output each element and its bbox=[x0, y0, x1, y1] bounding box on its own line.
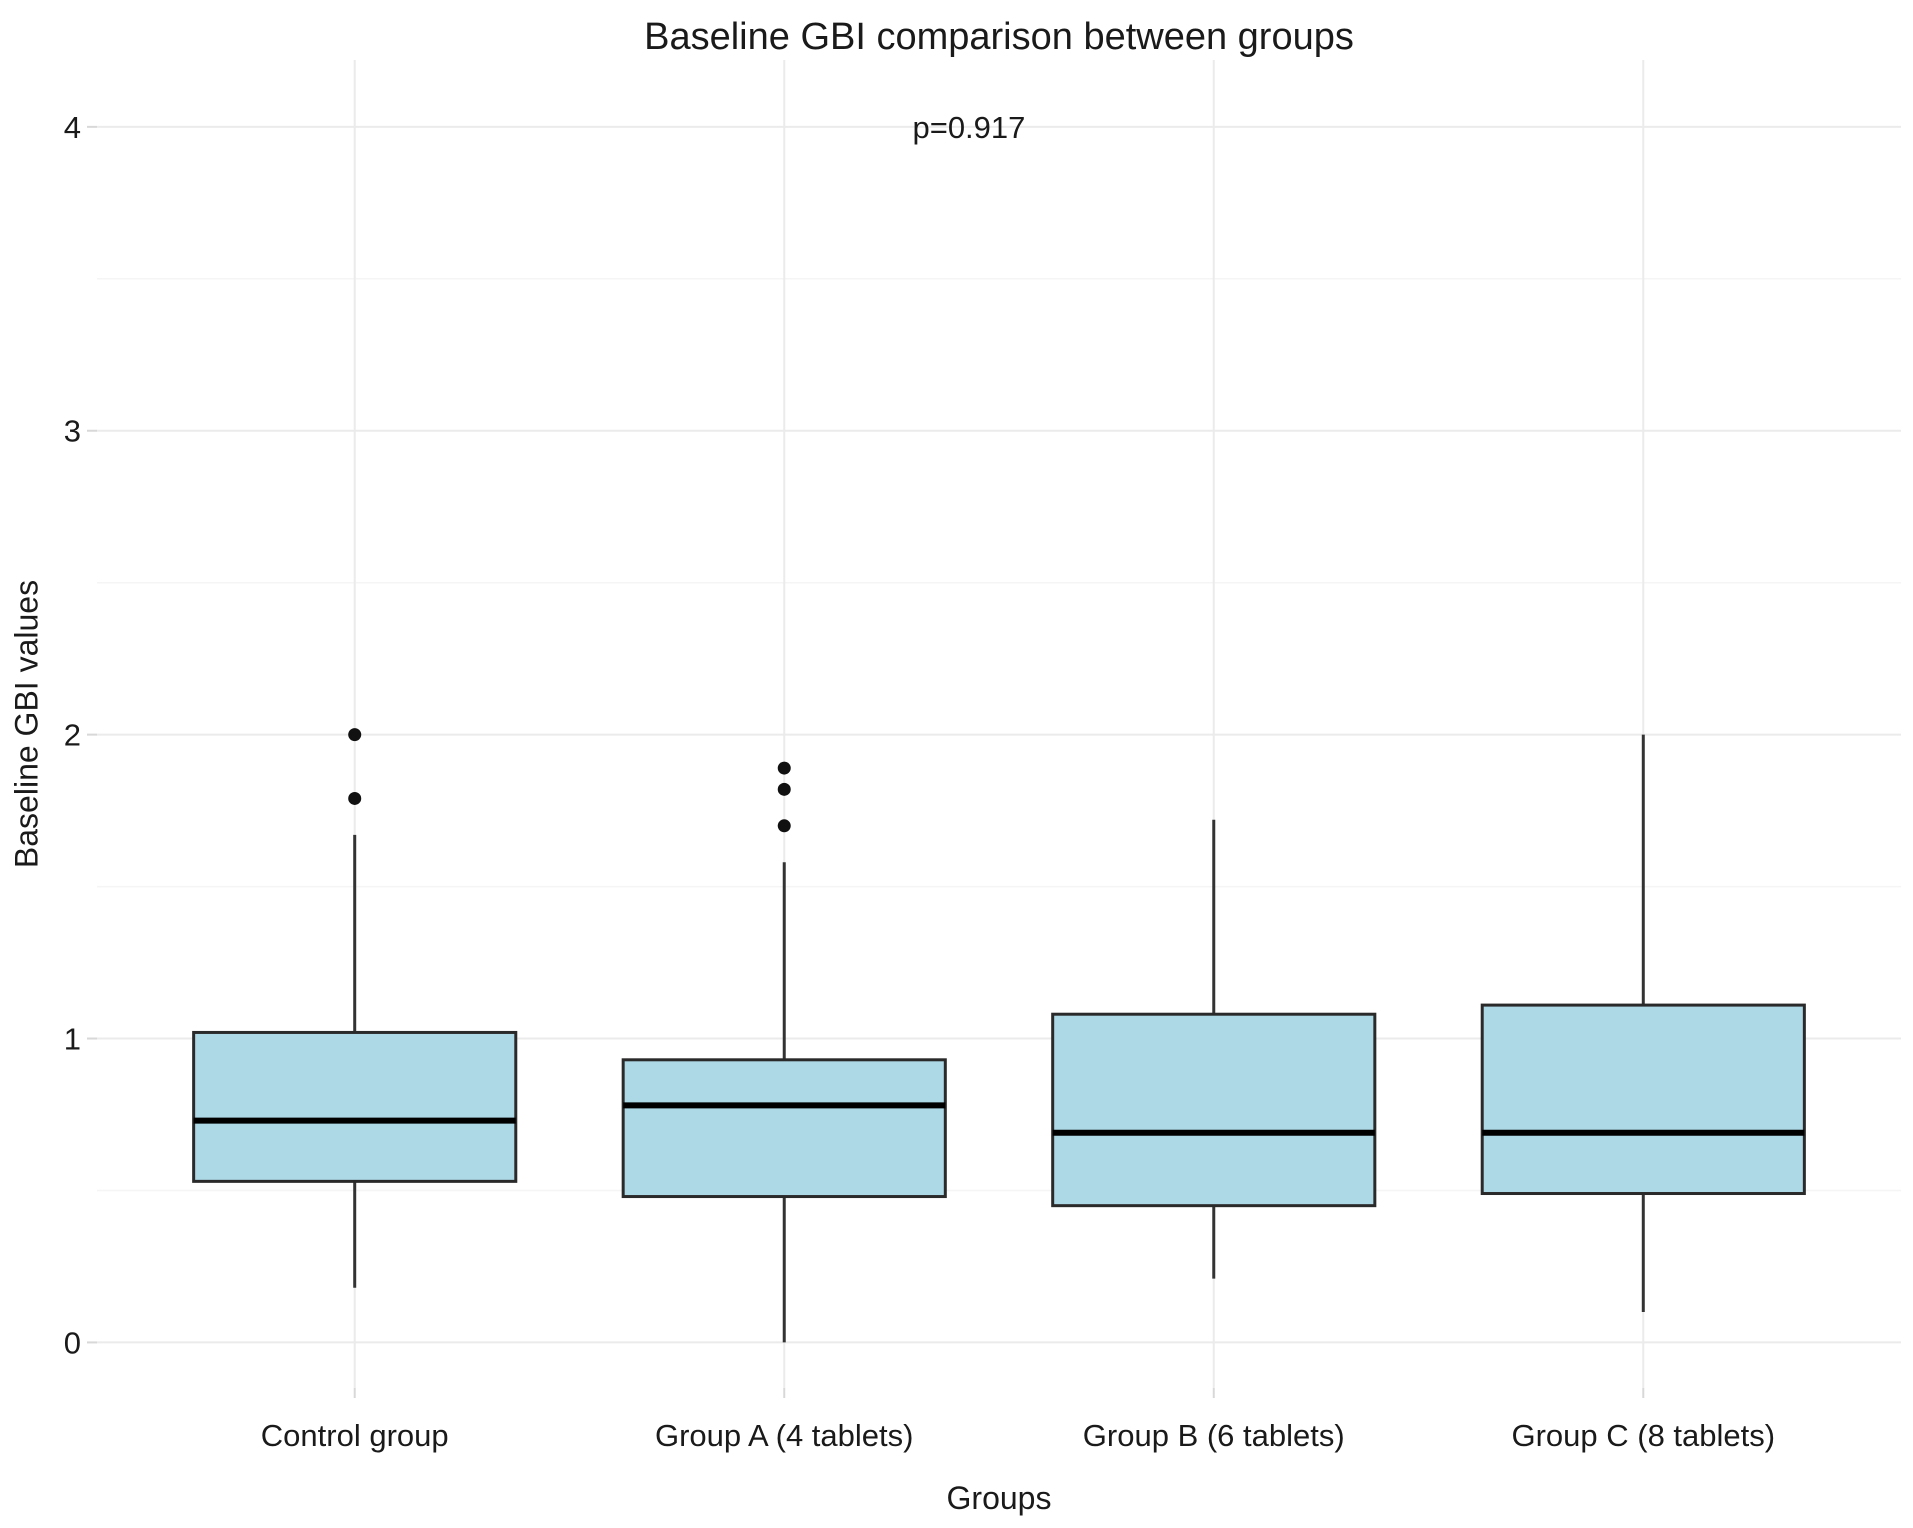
x-tick-label-group-b-6-tablets: Group B (6 tablets) bbox=[1083, 1418, 1345, 1453]
iqr-box bbox=[621, 1058, 947, 1199]
chart-title: Baseline GBI comparison between groups bbox=[644, 16, 1354, 58]
x-tick-label-control-group: Control group bbox=[261, 1418, 449, 1453]
outlier-point bbox=[348, 728, 362, 742]
outlier-point bbox=[777, 761, 791, 775]
box-group-b-6-tablets bbox=[1051, 819, 1377, 1279]
outlier-point bbox=[777, 782, 791, 796]
x-axis-title: Groups bbox=[946, 1480, 1052, 1516]
outlier-point bbox=[348, 791, 362, 805]
iqr-box bbox=[1480, 1003, 1806, 1196]
y-tick-label: 4 bbox=[64, 110, 81, 145]
y-tick-label: 1 bbox=[64, 1022, 81, 1057]
outlier-point bbox=[777, 819, 791, 833]
p-value-annotation: p=0.917 bbox=[912, 110, 1025, 145]
box-group-c-8-tablets bbox=[1480, 734, 1806, 1313]
y-tick-label: 2 bbox=[64, 718, 81, 753]
iqr-box bbox=[1051, 1012, 1377, 1208]
iqr-box bbox=[192, 1030, 518, 1183]
x-tick-label-group-c-8-tablets: Group C (8 tablets) bbox=[1511, 1418, 1775, 1453]
x-tick-label-group-a-4-tablets: Group A (4 tablets) bbox=[655, 1418, 913, 1453]
y-tick-label: 3 bbox=[64, 414, 81, 449]
y-axis-title: Baseline GBI values bbox=[8, 579, 45, 869]
box-control-group bbox=[192, 728, 518, 1288]
box-group-a-4-tablets bbox=[621, 761, 947, 1343]
y-tick-label: 0 bbox=[64, 1325, 81, 1360]
